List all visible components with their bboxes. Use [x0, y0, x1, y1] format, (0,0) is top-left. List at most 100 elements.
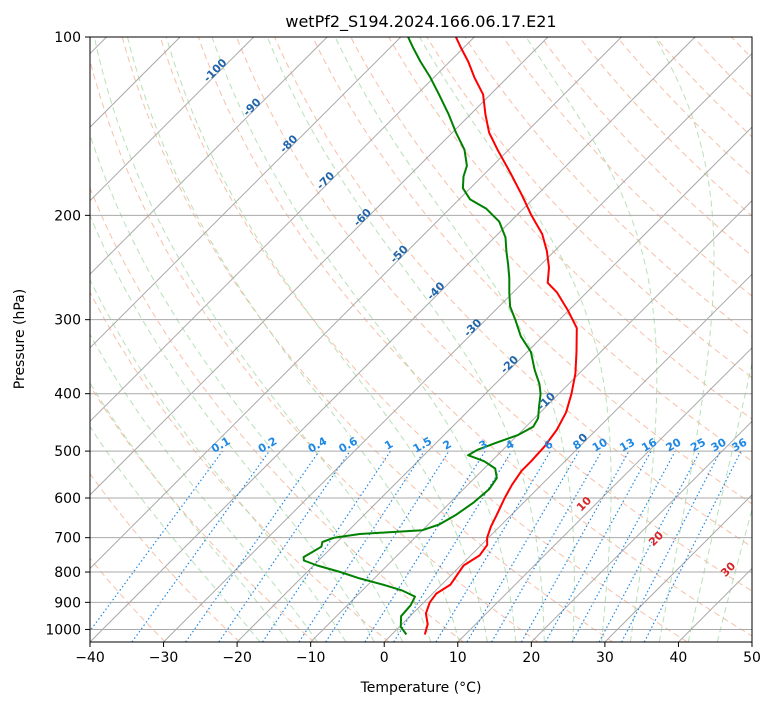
- isotherm-line: [383, 273, 752, 642]
- y-tick-label: 300: [54, 313, 81, 329]
- isotherm-line: [90, 37, 549, 496]
- moist-adiabat-line: [90, 381, 290, 642]
- dry-adiabat-line: [464, 37, 752, 338]
- dry-adiabat-line: [90, 186, 464, 642]
- x-tick-label: −30: [149, 650, 179, 666]
- y-tick-label: 500: [54, 444, 81, 460]
- moist-adiabat-line: [90, 425, 261, 642]
- mixing-ratio-label: 6: [542, 437, 555, 452]
- moist-adiabat-line: [654, 37, 715, 642]
- y-tick-label: 600: [54, 491, 81, 507]
- mixing-ratio-line: [90, 450, 223, 632]
- moist-adiabat-line: [687, 360, 752, 642]
- x-tick-label: −20: [222, 650, 252, 666]
- annotation-layer: 0.1 0.2 0.4 0.6 1 1.5 2 3 4 6 8 10 13 16 20 25 30 36-100-…: [201, 56, 750, 580]
- isotherm-line: [90, 37, 696, 642]
- mixing-ratio-line: [491, 450, 603, 642]
- isotherm-label: -80: [277, 132, 300, 155]
- dry-adiabat-line: [502, 37, 752, 297]
- mixing-ratio-label: 10: [590, 435, 610, 454]
- isotherm-label: -100: [201, 56, 230, 85]
- mixing-ratio-line: [545, 450, 652, 642]
- dry-adiabat-line: [90, 291, 390, 642]
- moist-adiabat-line: [90, 333, 318, 642]
- mixing-ratio-label: 0.6: [337, 434, 361, 455]
- y-tick-label: 200: [54, 208, 81, 224]
- mixing-ratio-label: 4: [503, 437, 516, 452]
- moist-adiabat-line: [716, 507, 752, 642]
- dry-adiabat-line: [731, 37, 752, 59]
- mixing-ratio-line: [131, 450, 270, 642]
- dry-adiabat-line: [654, 37, 752, 138]
- mixing-ratio-line: [571, 450, 676, 642]
- mixing-ratio-label: 16: [639, 435, 659, 454]
- potential-temp-label: 10: [574, 494, 594, 514]
- isotherm-line: [90, 37, 402, 349]
- mixing-ratio-label-group: 0.1 0.2 0.4 0.6 1 1.5 2 3 4 6 8 10 13 16 20 25 30 36: [209, 434, 749, 455]
- isotherm-label: -70: [314, 169, 337, 192]
- moist-adiabat-line: [165, 37, 488, 642]
- x-tick-label: 10: [449, 650, 467, 666]
- y-tick-label: 700: [54, 531, 81, 547]
- mixing-ratio-label: 25: [688, 436, 708, 455]
- mixing-ratio-line: [621, 450, 721, 642]
- dry-adiabat-line: [692, 37, 752, 99]
- mixing-ratio-label: 1.5: [411, 435, 434, 456]
- mixing-ratio-line: [520, 450, 630, 642]
- mixing-ratio-label: 1: [382, 438, 395, 453]
- isotherm-line: [163, 52, 752, 642]
- isotherm-line: [678, 567, 752, 642]
- mixing-ratio-line: [466, 450, 580, 642]
- x-axis: −40 −30 −20 −10 0 10 20 30 40 50: [75, 642, 761, 666]
- potential-temp-label: 30: [718, 559, 738, 579]
- mixing-ratio-label: 30: [709, 435, 729, 454]
- moist-adiabat-line: [334, 37, 575, 642]
- isotherm-label: -20: [498, 353, 521, 376]
- mixing-ratio-line: [435, 450, 551, 642]
- series-layer: [302, 37, 578, 636]
- mixing-ratio-line: [325, 450, 450, 642]
- x-tick-label: 40: [670, 650, 688, 666]
- dewpoint-profile-line: [302, 37, 542, 636]
- plot-frame: [89, 36, 753, 643]
- dry-adiabat-line: [159, 37, 688, 642]
- x-tick-label: 20: [522, 650, 540, 666]
- moist-adiabat-line: [90, 133, 404, 642]
- y-tick-label: 100: [54, 30, 81, 46]
- isotherm-line: [751, 641, 752, 642]
- mixing-ratio-line: [218, 450, 351, 642]
- dry-adiabat-line: [426, 37, 752, 379]
- y-tick-label: 800: [54, 565, 81, 581]
- x-axis-label: Temperature (°C): [360, 680, 482, 696]
- dry-adiabat-line: [388, 37, 752, 420]
- dry-adiabat-line: [236, 37, 752, 592]
- y-axis-label: Pressure (hPa): [12, 289, 28, 389]
- y-tick-label: 1000: [45, 622, 81, 638]
- x-tick-label: 30: [596, 650, 614, 666]
- moist-adiabat-line: [266, 37, 545, 642]
- moist-adiabat-line: [90, 214, 375, 642]
- y-axis: 100 200 300 400 500 600 700 800 900 1000: [45, 30, 90, 638]
- isotherm-label: -50: [388, 242, 411, 265]
- dry-adiabat-line: [312, 37, 752, 505]
- isotherm-line: [236, 126, 752, 642]
- chart-title: wetPf2_S194.2024.166.06.17.E21: [285, 12, 556, 32]
- mixing-ratio-line: [185, 450, 320, 642]
- x-tick-label: 50: [743, 650, 761, 666]
- mixing-ratio-label: 2: [441, 438, 454, 453]
- isotherm-line: [604, 494, 752, 642]
- moist-adiabat-line: [90, 278, 347, 642]
- x-tick-label: −40: [75, 650, 105, 666]
- y-tick-label: 900: [54, 595, 81, 611]
- mixing-ratio-line: [393, 450, 513, 642]
- mixing-ratio-label: 20: [664, 435, 684, 454]
- dry-adiabat-line: [350, 37, 752, 462]
- moist-adiabat-line: [93, 37, 432, 642]
- x-tick-label: −10: [296, 650, 326, 666]
- dry-adiabat-line: [274, 37, 752, 548]
- dry-adiabat-line: [90, 472, 241, 642]
- mixing-ratio-label: 0.1: [209, 435, 232, 456]
- isotherm-label: -60: [351, 206, 374, 229]
- mixing-ratio-label: 0.4: [306, 434, 330, 455]
